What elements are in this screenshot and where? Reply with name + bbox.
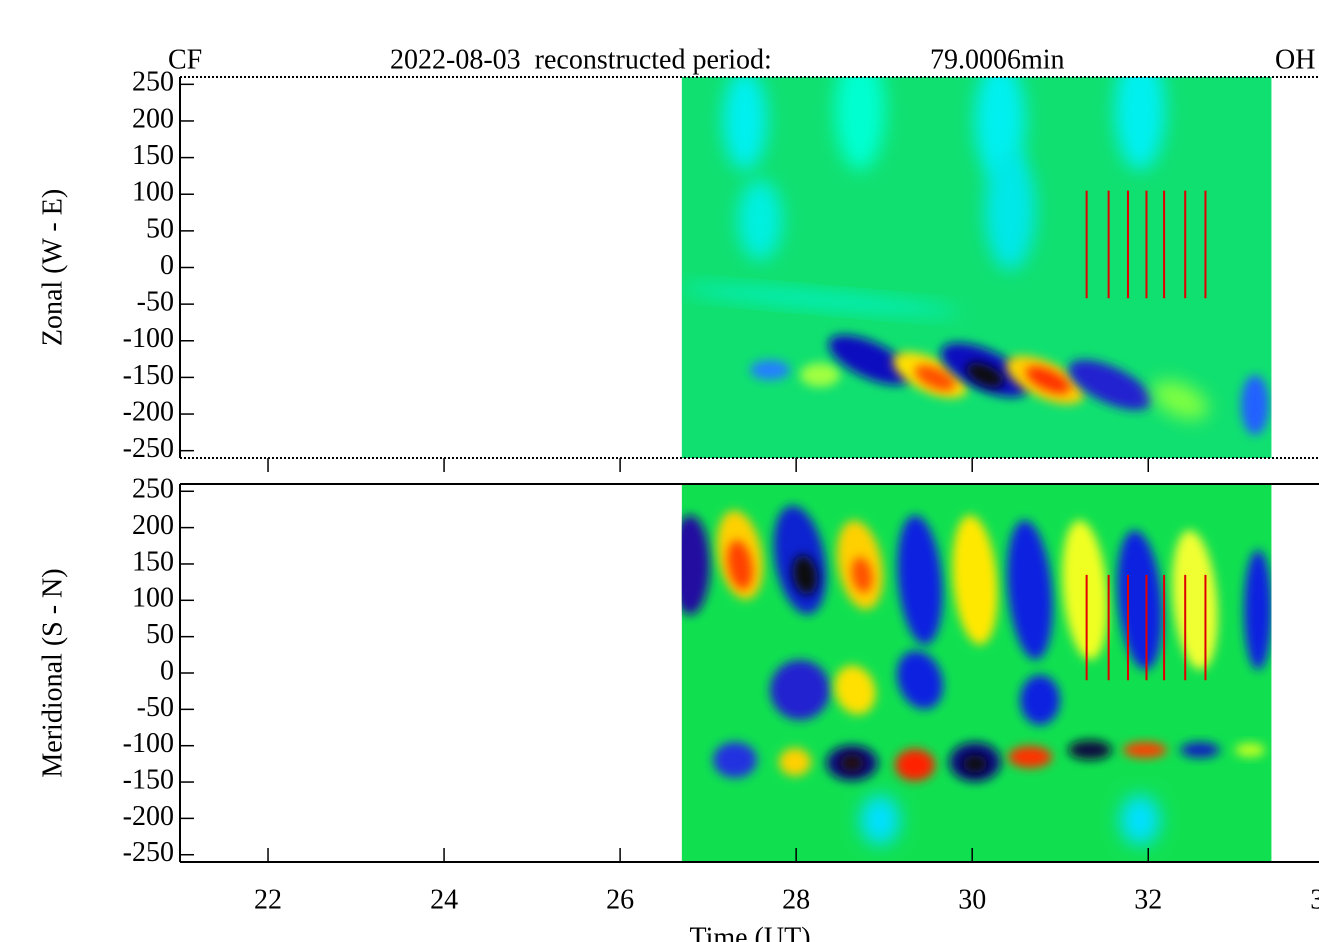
- heatmap-blob: [1120, 795, 1160, 845]
- heatmap: [681, 484, 1272, 862]
- heatmap-blob: [1244, 550, 1272, 670]
- y-tick-label: -150: [123, 360, 174, 391]
- heatmap-blob: [1020, 675, 1060, 725]
- header-left: CF: [168, 44, 202, 75]
- heatmap-blob: [896, 650, 944, 710]
- heatmap-blob: [750, 360, 790, 380]
- heatmap-blob: [834, 665, 876, 715]
- heatmap-blob: [1241, 375, 1269, 435]
- heatmap-blob: [779, 748, 811, 776]
- heatmap-blob: [966, 362, 1004, 388]
- heatmap-blob: [681, 285, 960, 315]
- heatmap-blob: [897, 515, 943, 645]
- heatmap-blob: [723, 77, 767, 170]
- y-tick-label: -250: [123, 433, 174, 464]
- heatmap-blob: [1068, 740, 1112, 760]
- period: 79.0006min: [930, 44, 1065, 75]
- y-tick-label: -100: [123, 323, 174, 354]
- heatmap-blob: [770, 660, 830, 720]
- y-tick-label: 50: [146, 619, 174, 650]
- heatmap-blob: [1025, 366, 1071, 394]
- heatmap-blob: [1008, 746, 1052, 768]
- y-tick-label: -200: [123, 396, 174, 427]
- heatmap-blob: [1151, 380, 1209, 420]
- heatmap-blob: [1007, 520, 1053, 660]
- heatmap-blob: [1180, 742, 1220, 758]
- y-tick-label: 250: [132, 67, 174, 98]
- y-axis-label: Zonal (W - E): [37, 189, 68, 346]
- heatmap-blob: [1115, 77, 1165, 170]
- heatmap-blob: [860, 795, 900, 845]
- x-axis-label: Time (UT): [689, 922, 810, 942]
- chart-title: 2022-08-03 reconstructed period:: [390, 44, 772, 75]
- heatmap-blob: [738, 180, 782, 260]
- y-tick-label: -50: [137, 692, 174, 723]
- x-tick-label: 26: [606, 884, 634, 915]
- y-tick-label: 0: [160, 655, 174, 686]
- heatmap-blob: [1123, 742, 1167, 758]
- y-tick-label: 100: [132, 583, 174, 614]
- x-tick-label: 24: [430, 884, 458, 915]
- heatmap-blob: [963, 755, 987, 773]
- heatmap-blob: [800, 363, 840, 387]
- heatmap-blob: [914, 365, 956, 391]
- heatmap-blob: [840, 754, 864, 772]
- x-tick-label: 34: [1310, 884, 1319, 915]
- heatmap-blob: [1235, 743, 1265, 757]
- x-tick-label: 30: [958, 884, 986, 915]
- heatmap-blob: [792, 555, 818, 595]
- x-tick-label: 22: [254, 884, 282, 915]
- y-tick-label: 200: [132, 510, 174, 541]
- heatmap-blob: [985, 150, 1035, 270]
- heatmap-blob: [851, 557, 873, 593]
- heatmap-blob: [713, 742, 757, 778]
- y-tick-label: 50: [146, 213, 174, 244]
- heatmap-blob: [835, 77, 885, 170]
- heatmap-blob: [727, 540, 753, 590]
- y-tick-label: -100: [123, 728, 174, 759]
- heatmap-blob: [1062, 520, 1108, 660]
- x-tick-label: 32: [1134, 884, 1162, 915]
- x-tick-label: 28: [782, 884, 810, 915]
- y-tick-label: 250: [132, 474, 174, 505]
- heatmap-blob: [828, 334, 912, 386]
- y-tick-label: 150: [132, 140, 174, 171]
- y-tick-label: -200: [123, 801, 174, 832]
- heatmap-blob: [895, 749, 935, 781]
- y-tick-label: 150: [132, 546, 174, 577]
- y-tick-label: 0: [160, 250, 174, 281]
- header-right: OH: [1275, 44, 1315, 75]
- y-tick-label: -50: [137, 287, 174, 318]
- y-tick-label: -250: [123, 837, 174, 868]
- y-tick-label: -150: [123, 764, 174, 795]
- heatmap-blob: [1068, 359, 1152, 411]
- heatmap: [681, 77, 1272, 458]
- heatmap-blob: [952, 515, 998, 645]
- y-tick-label: 200: [132, 103, 174, 134]
- y-axis-label: Meridional (S - N): [37, 568, 68, 777]
- heatmap-blob: [681, 515, 710, 615]
- y-tick-label: 100: [132, 177, 174, 208]
